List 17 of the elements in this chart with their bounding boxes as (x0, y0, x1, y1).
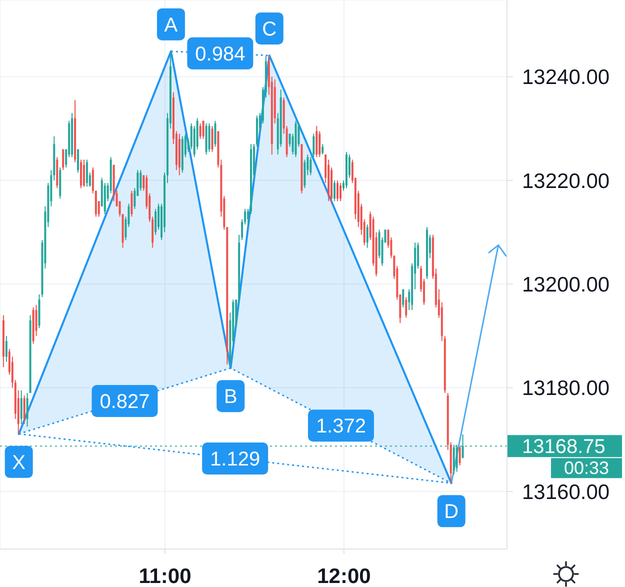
annotation: 1.372 (316, 416, 366, 438)
x-tick-label: 12:00 (317, 564, 371, 587)
annotation: X (12, 452, 26, 474)
annotation: A (164, 14, 178, 36)
annotation: 1.129 (210, 448, 260, 471)
annotation: B (224, 386, 238, 408)
annotation: C (262, 18, 277, 40)
annotation: 0.827 (100, 390, 150, 413)
y-tick-label: 13160.00 (522, 480, 610, 504)
y-tick-label: 13180.00 (522, 377, 610, 400)
y-tick-label: 13200.00 (522, 274, 610, 297)
x-tick-label: 11:00 (138, 564, 192, 587)
text: 00:33 (564, 458, 610, 478)
y-tick-label: 13240.00 (522, 66, 610, 90)
annotation: D (444, 501, 459, 524)
ref-line-label: 13168.75 (522, 436, 606, 458)
y-tick-label: 13220.00 (522, 170, 610, 193)
